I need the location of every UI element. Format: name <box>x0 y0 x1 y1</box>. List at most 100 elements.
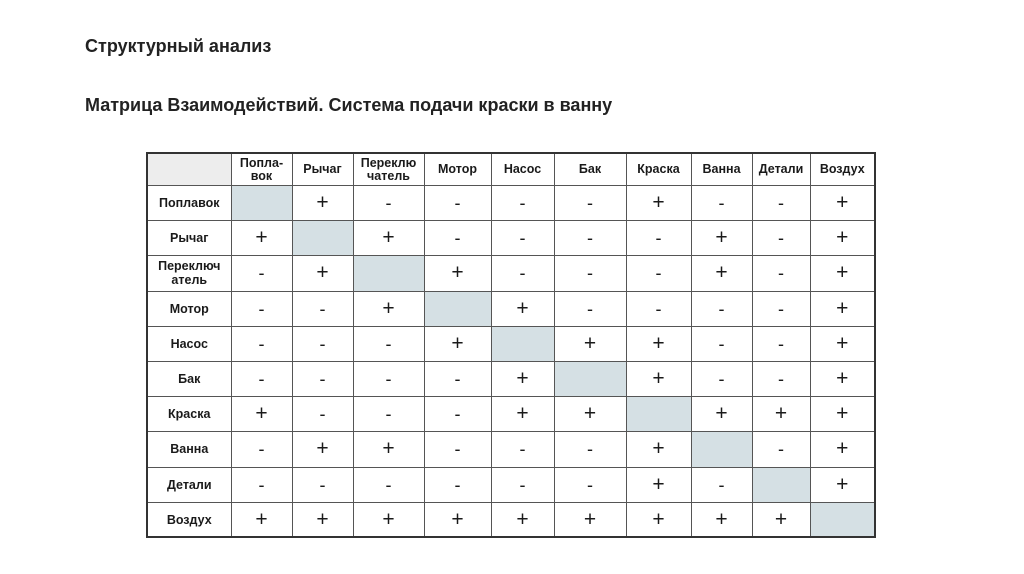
matrix-cell: + <box>690 396 753 433</box>
matrix-cell: + <box>291 184 354 222</box>
diagonal-cell <box>352 255 425 292</box>
matrix-cell: + <box>809 360 876 398</box>
matrix-cell: - <box>291 290 354 327</box>
row-header-label: Краска <box>168 407 211 422</box>
matrix-cell: + <box>625 466 692 503</box>
matrix-row: Краска + - - - + + + + + <box>146 396 876 433</box>
column-header: Ванна <box>690 152 753 186</box>
row-header: Переключ атель <box>146 255 232 292</box>
matrix-cell: + <box>553 325 627 362</box>
column-header: Насос <box>490 152 555 186</box>
row-header: Воздух <box>146 501 232 538</box>
column-header: Попла-вок <box>230 152 293 186</box>
matrix-cell: + <box>490 360 555 398</box>
row-header: Поплавок <box>146 184 232 222</box>
matrix-cell: + <box>423 501 492 538</box>
matrix-row: Мотор - - + + - - - - + <box>146 290 876 327</box>
column-header: Переклю чатель <box>352 152 425 186</box>
column-header-label: Краска <box>637 162 680 176</box>
matrix-cell: - <box>230 466 293 503</box>
diagonal-cell <box>751 466 811 503</box>
matrix-cell: - <box>230 255 293 292</box>
matrix-cell: + <box>553 501 627 538</box>
matrix-cell: + <box>809 466 876 503</box>
matrix-cell: - <box>352 360 425 398</box>
matrix-cell: - <box>751 431 811 468</box>
matrix-cell: - <box>230 431 293 468</box>
matrix-cell: + <box>809 396 876 433</box>
interaction-matrix: Попла-вок Рычаг Переклю чатель Мотор Насос Бак… <box>146 152 876 539</box>
matrix-cell: - <box>553 466 627 503</box>
matrix-body: Поплавок + - - - - + - - + Рычаг + + - - - - + - + Переключ а… <box>146 184 876 538</box>
matrix-cell: + <box>230 220 293 257</box>
column-header: Мотор <box>423 152 492 186</box>
matrix-row: Рычаг + + - - - - + - + <box>146 220 876 257</box>
matrix-cell: - <box>423 220 492 257</box>
matrix-row: Детали - - - - - - + - + <box>146 466 876 503</box>
matrix-cell: - <box>423 466 492 503</box>
matrix-cell: + <box>423 325 492 362</box>
row-header-label: Насос <box>170 336 208 351</box>
row-header: Насос <box>146 325 232 362</box>
row-header-label: Воздух <box>166 512 212 527</box>
column-header: Детали <box>751 152 811 186</box>
matrix-cell: + <box>291 431 354 468</box>
matrix-cell: - <box>423 184 492 222</box>
matrix-row: Насос - - - + + + - - + <box>146 325 876 362</box>
column-header-label: Воздух <box>819 162 865 176</box>
row-header: Краска <box>146 396 232 433</box>
diagonal-cell <box>625 396 692 433</box>
matrix-cell: + <box>625 431 692 468</box>
row-header: Мотор <box>146 290 232 327</box>
matrix-cell: - <box>291 396 354 433</box>
row-header-label: Детали <box>166 477 212 492</box>
matrix-cell: + <box>625 360 692 398</box>
matrix-cell: + <box>490 501 555 538</box>
row-header-label: Поплавок <box>159 196 220 211</box>
matrix-cell: - <box>490 466 555 503</box>
matrix-cell: + <box>809 325 876 362</box>
matrix-cell: - <box>553 431 627 468</box>
row-header-label: Переключ <box>158 259 221 274</box>
matrix-cell: + <box>809 220 876 257</box>
row-header-label: атель <box>171 273 208 288</box>
row-header-label: Рычаг <box>170 231 209 246</box>
matrix-cell: + <box>352 431 425 468</box>
matrix-cell: - <box>490 184 555 222</box>
matrix-cell: + <box>751 396 811 433</box>
slide-title: Структурный анализ <box>85 36 272 56</box>
matrix-cell: - <box>230 290 293 327</box>
matrix-cell: - <box>553 184 627 222</box>
matrix-cell: + <box>352 290 425 327</box>
matrix-row: Ванна - + + - - - + - + <box>146 431 876 468</box>
matrix-corner-cell <box>146 152 232 186</box>
matrix-cell: - <box>423 396 492 433</box>
matrix-cell: + <box>690 501 753 538</box>
diagonal-cell <box>690 431 753 468</box>
matrix-cell: - <box>490 431 555 468</box>
matrix-cell: - <box>230 360 293 398</box>
matrix-cell: - <box>352 396 425 433</box>
matrix-cell: + <box>751 501 811 538</box>
matrix-cell: + <box>809 431 876 468</box>
matrix-cell: + <box>490 290 555 327</box>
matrix-cell: - <box>751 184 811 222</box>
row-header: Бак <box>146 360 232 398</box>
matrix-cell: - <box>625 220 692 257</box>
matrix-cell: - <box>625 290 692 327</box>
slide-subtitle: Матрица Взаимодействий. Система подачи к… <box>85 95 613 115</box>
matrix-cell: - <box>553 290 627 327</box>
matrix-cell: + <box>625 184 692 222</box>
matrix-cell: - <box>352 184 425 222</box>
matrix-cell: - <box>751 290 811 327</box>
matrix-cell: - <box>230 325 293 362</box>
column-header: Бак <box>553 152 627 186</box>
matrix-cell: - <box>751 360 811 398</box>
matrix-cell: - <box>690 466 753 503</box>
matrix-cell: - <box>352 325 425 362</box>
column-header-label: чатель <box>367 168 410 183</box>
diagonal-cell <box>490 325 555 362</box>
matrix-row: Бак - - - - + + - - + <box>146 360 876 398</box>
matrix-cell: - <box>751 325 811 362</box>
matrix-cell: - <box>751 220 811 257</box>
